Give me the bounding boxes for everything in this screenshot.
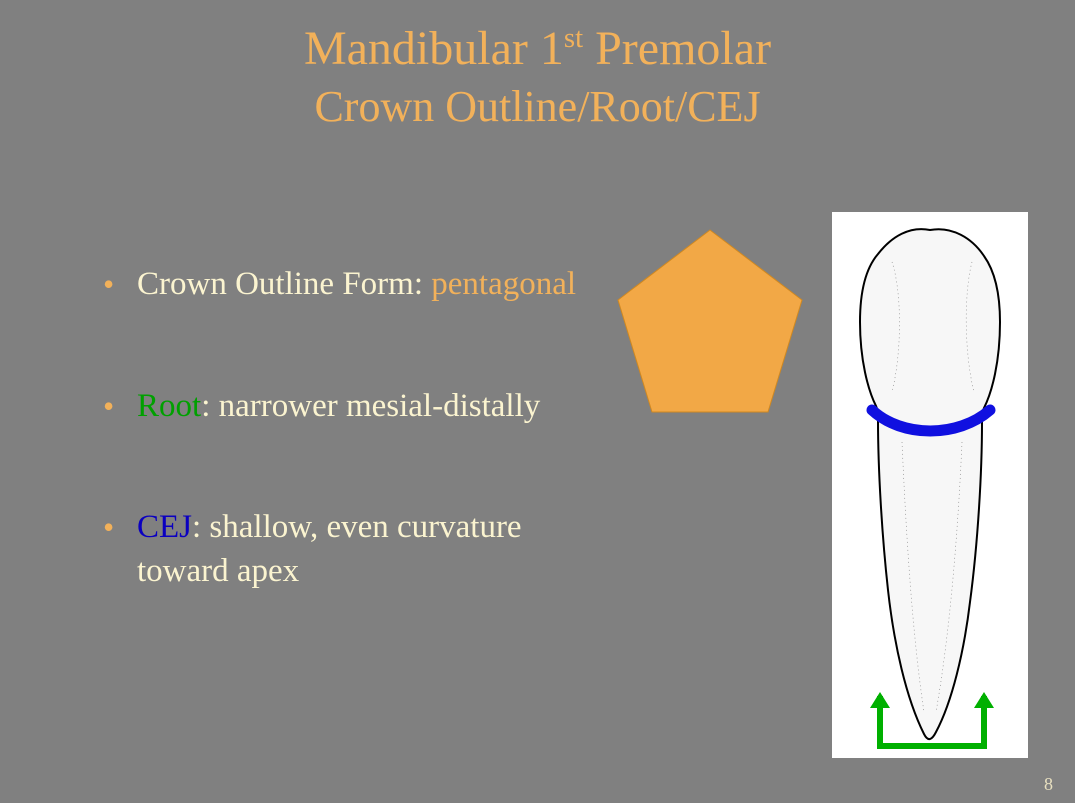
title-subtitle: Crown Outline/Root/CEJ xyxy=(0,79,1075,135)
bullet-crown-value: pentagonal xyxy=(431,266,576,302)
bullet-list: Crown Outline Form: pentagonal Root: nar… xyxy=(55,263,615,671)
title-suffix: Premolar xyxy=(583,22,771,75)
bullet-crown-label: Crown Outline Form: xyxy=(137,266,431,302)
bullet-root-value: : narrower mesial-distally xyxy=(201,388,540,424)
bullet-root-label: Root xyxy=(137,388,201,424)
title-block: Mandibular 1st Premolar Crown Outline/Ro… xyxy=(0,0,1075,136)
bullet-cej-value: : shallow, even curvature toward apex xyxy=(137,509,522,589)
bullet-cej-label: CEJ xyxy=(137,509,192,545)
tooth-illustration xyxy=(832,212,1028,758)
title-ordinal: st xyxy=(564,22,583,54)
slide: Mandibular 1st Premolar Crown Outline/Ro… xyxy=(0,0,1075,803)
title-prefix: Mandibular 1 xyxy=(304,22,564,75)
pentagon-icon xyxy=(610,222,810,422)
slide-number: 8 xyxy=(1044,774,1053,795)
tooth-outline xyxy=(860,229,1000,739)
bullet-root: Root: narrower mesial-distally xyxy=(95,385,615,429)
title-line1: Mandibular 1st Premolar xyxy=(0,18,1075,79)
pentagon-shape xyxy=(610,222,810,422)
bullet-cej: CEJ: shallow, even curvature toward apex xyxy=(95,506,615,593)
pentagon-polygon xyxy=(618,230,802,412)
bullet-crown: Crown Outline Form: pentagonal xyxy=(95,263,615,307)
tooth-panel xyxy=(832,212,1028,758)
